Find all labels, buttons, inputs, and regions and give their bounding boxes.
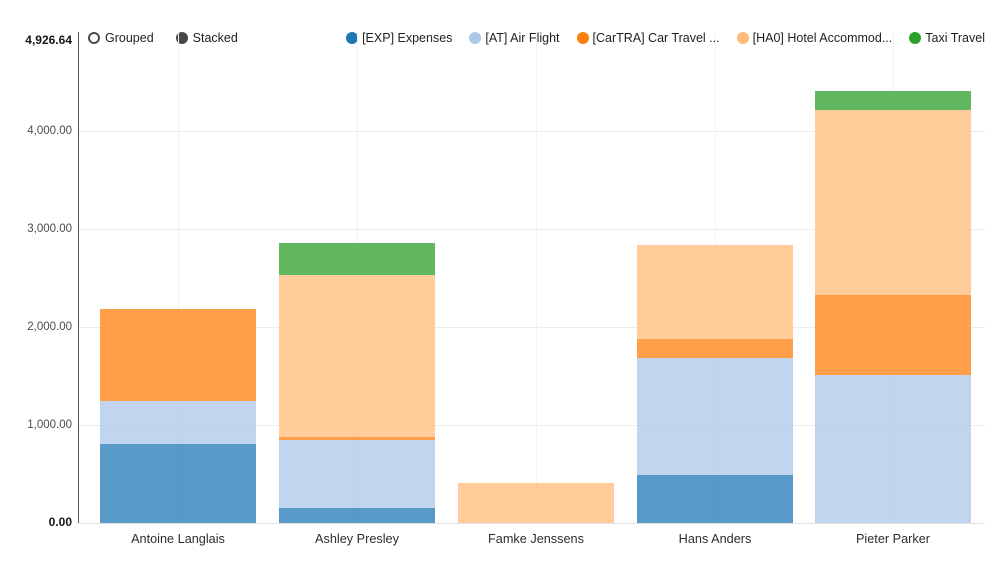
x-axis-baseline — [78, 523, 985, 524]
legend-item[interactable]: [AT] Air Flight — [469, 31, 560, 45]
legend-dot-icon — [736, 32, 749, 44]
bar-segment[interactable] — [279, 439, 435, 509]
bar-segment[interactable] — [100, 444, 256, 523]
bar-segment[interactable] — [279, 242, 435, 275]
y-axis-min-label: 0.00 — [48, 515, 72, 529]
stacked-bar — [458, 483, 614, 523]
bar-segment[interactable] — [637, 339, 793, 358]
legend-dot-icon — [469, 32, 482, 44]
gridline-vertical — [178, 32, 179, 523]
gridline-horizontal — [78, 424, 985, 426]
bar-segment[interactable] — [100, 401, 256, 444]
stacked-bar — [100, 309, 256, 523]
bar-segment[interactable] — [637, 245, 793, 339]
legend-dot-icon — [576, 32, 589, 44]
y-axis-line — [78, 32, 79, 523]
legend-item[interactable]: Taxi Travel — [909, 31, 985, 45]
stacked-bar — [279, 242, 435, 523]
chart-legend: [EXP] Expenses [AT] Air Flight [CarTRA] Ca… — [346, 31, 985, 45]
legend-item[interactable]: [CarTRA] Car Travel ... — [576, 31, 720, 45]
legend-item-label: Taxi Travel — [925, 31, 985, 45]
x-axis-label: Antoine Langlais — [131, 532, 225, 546]
gridline-horizontal — [78, 130, 985, 132]
legend-dot-icon — [909, 32, 922, 44]
y-axis-label: 2,000.00 — [27, 320, 72, 333]
legend-item[interactable]: [HA0] Hotel Accommod... — [736, 31, 893, 45]
legend-dot-icon — [346, 32, 359, 44]
bar-segment[interactable] — [637, 358, 793, 475]
bar-segment[interactable] — [100, 309, 256, 402]
y-axis-label: 3,000.00 — [27, 222, 72, 235]
radio-unselected-icon[interactable] — [88, 32, 100, 44]
bar-segment[interactable] — [815, 375, 971, 523]
y-axis-max-label: 4,926.64 — [25, 33, 72, 47]
bar-segment[interactable] — [815, 91, 971, 110]
gridline-horizontal — [78, 228, 985, 230]
stacked-radio-label: Stacked — [192, 31, 238, 45]
bar-segment[interactable] — [815, 295, 971, 375]
bar-segment[interactable] — [279, 508, 435, 523]
bar-segment[interactable] — [815, 110, 971, 295]
grouped-radio[interactable]: Grouped — [88, 31, 154, 45]
x-axis-label: Famke Jenssens — [488, 532, 584, 546]
grouped-radio-label: Grouped — [105, 31, 154, 45]
gridline-vertical — [536, 32, 537, 523]
stacked-bar — [637, 245, 793, 523]
gridline-horizontal — [78, 326, 985, 328]
bar-segment[interactable] — [458, 483, 614, 523]
stacked-radio[interactable]: Stacked — [175, 31, 238, 45]
legend-item-label: [AT] Air Flight — [485, 31, 560, 45]
x-axis-label: Hans Anders — [678, 532, 752, 546]
stacked-bar — [815, 91, 971, 523]
legend-item-label: [EXP] Expenses — [362, 31, 453, 45]
chart-mode-toggles: Grouped Stacked — [88, 31, 238, 45]
bar-segment[interactable] — [279, 436, 435, 440]
x-axis-label: Ashley Presley — [315, 532, 399, 546]
y-axis-label: 1,000.00 — [27, 418, 72, 431]
x-axis-label: Pieter Parker — [855, 532, 931, 546]
bar-segment[interactable] — [279, 274, 435, 437]
bar-segment[interactable] — [637, 475, 793, 523]
legend-item-label: [CarTRA] Car Travel ... — [592, 31, 720, 45]
y-axis-label: 4,000.00 — [27, 124, 72, 137]
legend-item[interactable]: [EXP] Expenses — [346, 31, 452, 45]
legend-item-label: [HA0] Hotel Accommod... — [752, 31, 893, 45]
